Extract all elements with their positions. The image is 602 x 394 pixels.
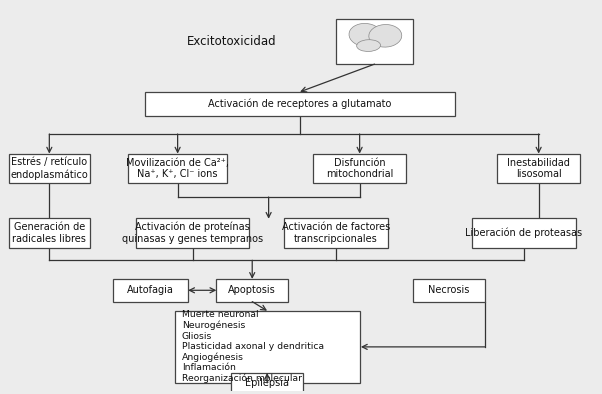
FancyBboxPatch shape	[231, 373, 303, 394]
FancyBboxPatch shape	[175, 311, 359, 383]
Ellipse shape	[369, 24, 402, 47]
FancyBboxPatch shape	[145, 92, 455, 116]
Text: Necrosis: Necrosis	[429, 285, 470, 295]
FancyBboxPatch shape	[114, 279, 188, 302]
Text: Apoptosis: Apoptosis	[228, 285, 276, 295]
FancyBboxPatch shape	[216, 279, 288, 302]
FancyBboxPatch shape	[314, 154, 406, 183]
FancyBboxPatch shape	[136, 218, 249, 248]
Text: Muerte neuronal
Neurogénesis
Gliosis
Plasticidad axonal y dendritica
Angiogénesi: Muerte neuronal Neurogénesis Gliosis Pla…	[182, 310, 324, 383]
Text: Activación de proteínas
quinasas y genes tempranos: Activación de proteínas quinasas y genes…	[122, 222, 263, 244]
Ellipse shape	[349, 23, 382, 46]
Text: Inestabilidad
lisosomal: Inestabilidad lisosomal	[507, 158, 570, 179]
Text: Epilepsia: Epilepsia	[245, 378, 289, 388]
Text: Excitotoxicidad: Excitotoxicidad	[187, 35, 276, 48]
FancyBboxPatch shape	[9, 218, 90, 248]
Text: Generación de
radicales libres: Generación de radicales libres	[13, 222, 86, 244]
Text: Autofagia: Autofagia	[128, 285, 174, 295]
FancyBboxPatch shape	[128, 154, 227, 183]
Text: Estrés / retículo
endoplasmático: Estrés / retículo endoplasmático	[10, 158, 88, 180]
Ellipse shape	[356, 40, 380, 52]
FancyBboxPatch shape	[414, 279, 485, 302]
Text: Movilización de Ca²⁺,
Na⁺, K⁺, Cl⁻ ions: Movilización de Ca²⁺, Na⁺, K⁺, Cl⁻ ions	[126, 158, 229, 179]
Text: Activación de receptores a glutamato: Activación de receptores a glutamato	[208, 99, 392, 110]
Text: Liberación de proteasas: Liberación de proteasas	[465, 228, 582, 238]
Text: Activación de factores
transcripcionales: Activación de factores transcripcionales	[282, 222, 390, 244]
Text: Disfunción
mitochondrial: Disfunción mitochondrial	[326, 158, 393, 179]
FancyBboxPatch shape	[9, 154, 90, 183]
FancyBboxPatch shape	[497, 154, 580, 183]
FancyBboxPatch shape	[284, 218, 388, 248]
FancyBboxPatch shape	[471, 218, 576, 248]
FancyBboxPatch shape	[336, 19, 414, 64]
